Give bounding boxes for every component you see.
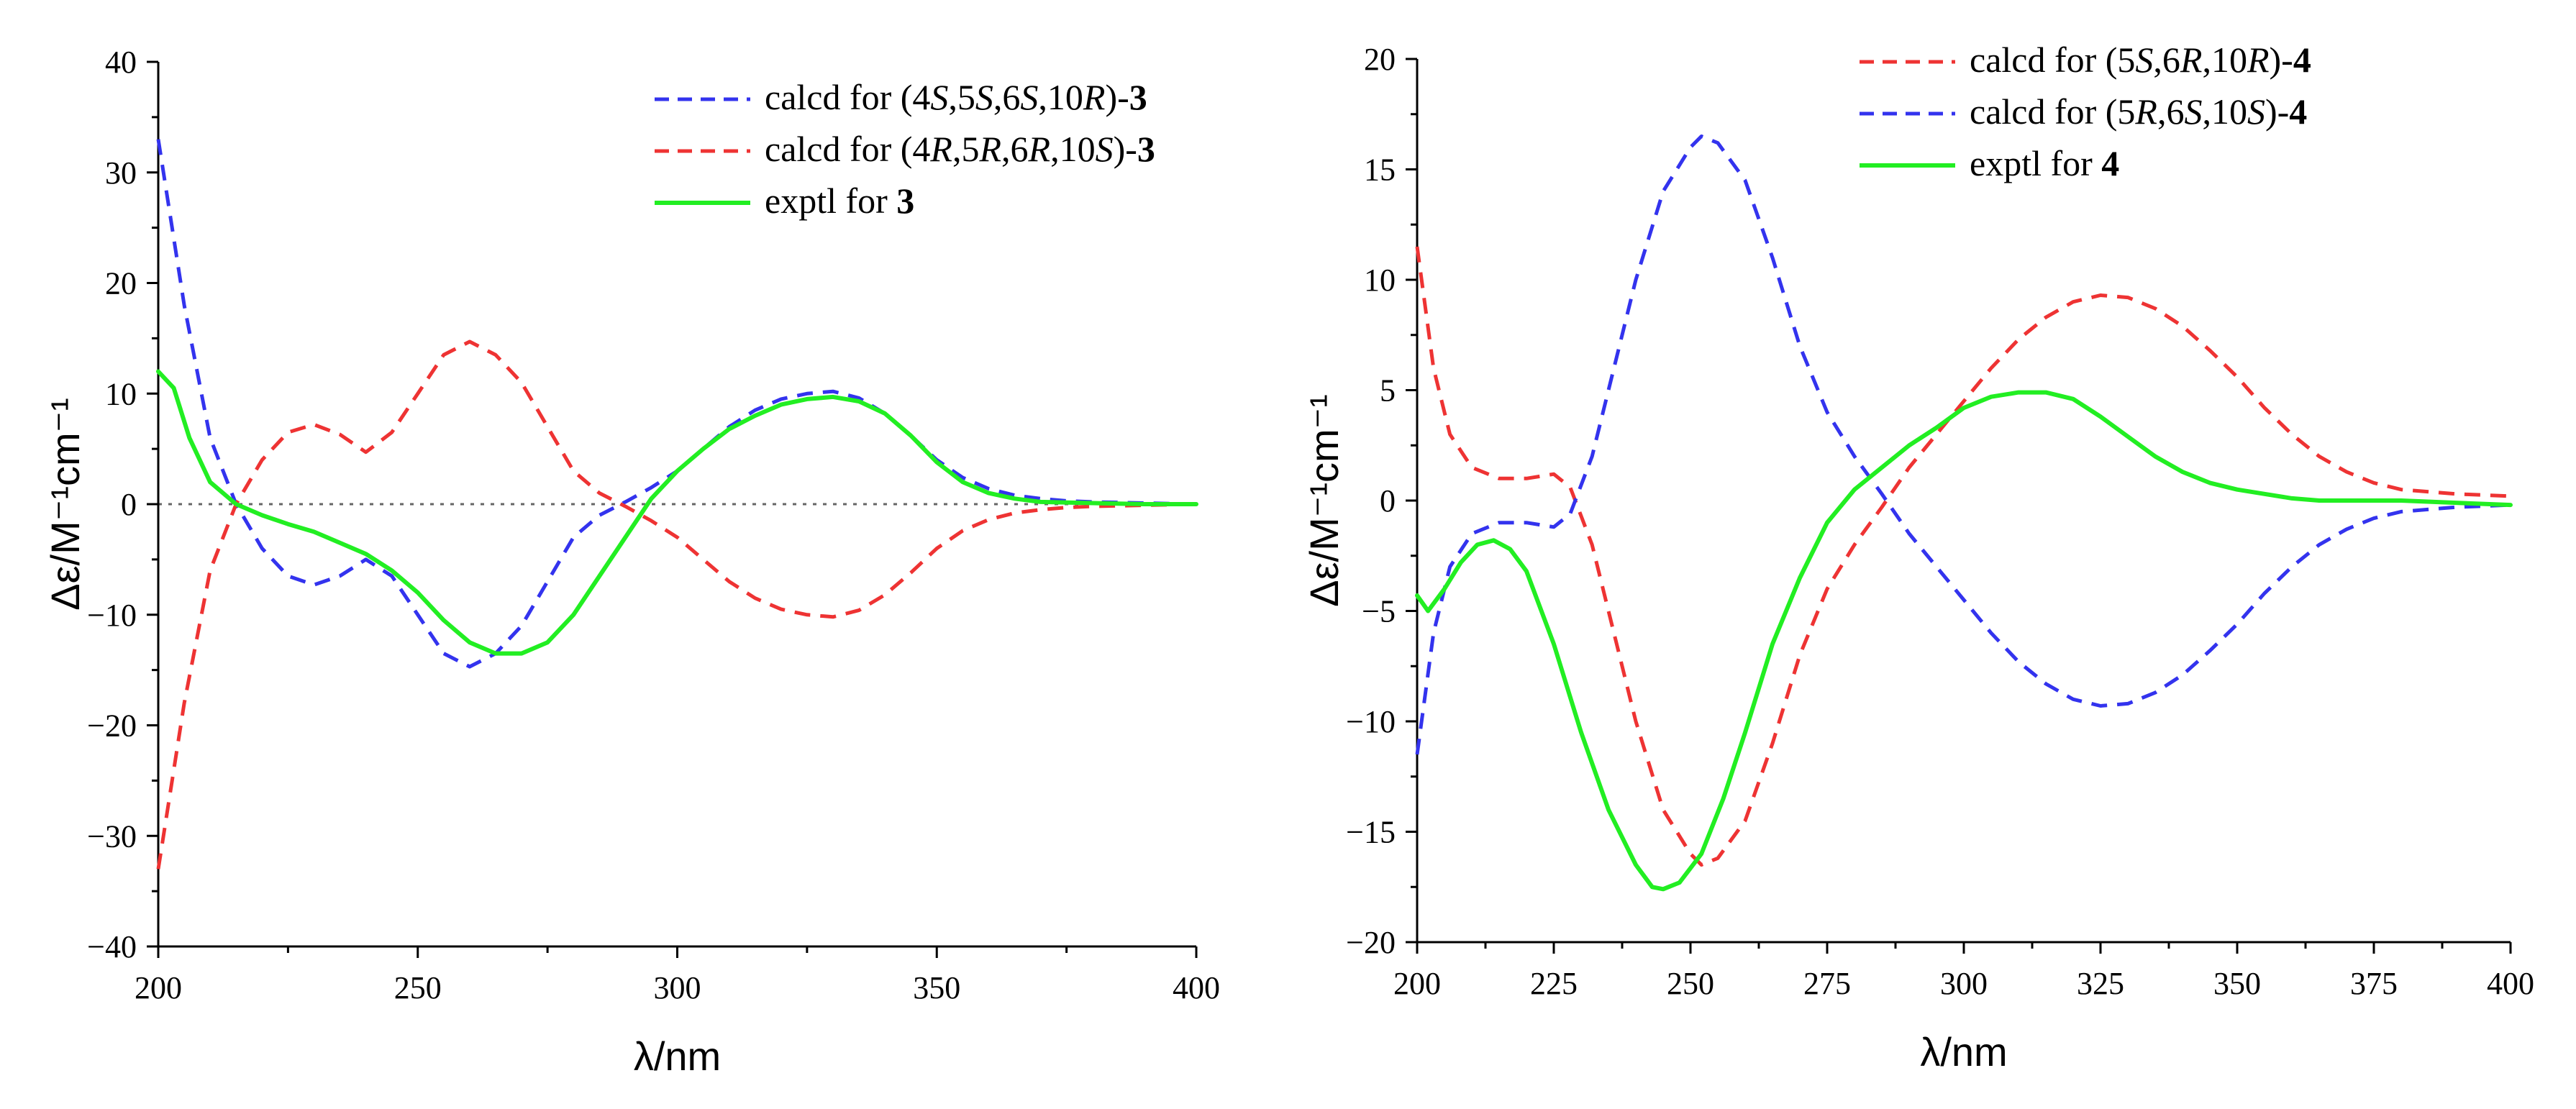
y-tick-label: −20: [87, 708, 137, 744]
series-line-2: [156, 339, 1197, 870]
x-tick-label: 400: [2487, 966, 2534, 1001]
y-tick-label: −15: [1346, 815, 1396, 850]
x-tick-label: 375: [2350, 966, 2398, 1001]
series-line-1: [1415, 246, 2511, 867]
x-tick-label: 250: [1667, 966, 1714, 1001]
y-tick-label: 5: [1380, 373, 1396, 409]
x-tick-label: 400: [1173, 970, 1220, 1005]
legend-label-part: 3: [1129, 77, 1147, 117]
x-tick-label: 300: [654, 970, 701, 1005]
legend-label-part: calcd for (4: [765, 77, 930, 117]
legend-label-part: ,10: [2202, 91, 2247, 132]
y-tick-label: 15: [1364, 152, 1396, 188]
legend-label-part: )-: [1114, 129, 1137, 169]
y-tick-label: 40: [105, 45, 137, 80]
legend-label-part: ,5: [952, 129, 980, 169]
left-chart: −40 −30 −20 −10 0 10 20 30 40 200 250 300 350 400 λ/nm…: [42, 45, 1220, 1079]
legend-label-part: R: [978, 129, 1001, 169]
x-tick-label: 225: [1530, 966, 1578, 1001]
legend-label-part: ,6: [2157, 91, 2185, 132]
legend-label-part: S: [930, 77, 948, 117]
x-tick-label: 325: [2077, 966, 2124, 1001]
x-tick-label: 250: [394, 970, 442, 1005]
legend-label-part: 4: [2289, 91, 2307, 132]
x-tick-label: 200: [1393, 966, 1441, 1001]
legend-label-part: )-: [2265, 91, 2289, 132]
legend-label-2: calcd for (4R,5R,6R,10S)-3: [765, 129, 1155, 169]
x-axis-title: λ/nm: [634, 1033, 721, 1079]
legend-label-part: ,6: [2153, 40, 2180, 80]
series-line-3: [156, 369, 1198, 656]
legend-label-part: calcd for (5: [1970, 40, 2135, 80]
x-tick-label: 350: [2213, 966, 2261, 1001]
y-tick-label: 10: [105, 376, 137, 411]
legend-label-part: ,10: [2202, 40, 2247, 80]
legend-label-part: ,10: [1038, 77, 1083, 117]
legend-label-part: exptl for: [765, 181, 896, 221]
y-axis-title: Δε/M⁻¹cm⁻¹: [1301, 394, 1347, 607]
legend-label-part: exptl for: [1970, 143, 2101, 183]
y-tick-label: −10: [1346, 704, 1396, 739]
legend-label-part: calcd for (4: [765, 129, 930, 169]
y-tick-label: 0: [121, 487, 137, 522]
legend-label-part: S: [975, 77, 993, 117]
right-chart: −20 −15 −10 −5 0 5 10 15 20 200 225 250 275 300 325 350…: [1301, 40, 2534, 1074]
y-tick-label: 20: [105, 266, 137, 301]
y-tick-label: −20: [1346, 925, 1396, 960]
x-tick-label: 200: [135, 970, 182, 1005]
legend-label-part: S: [1096, 129, 1114, 169]
legend-label-3: exptl for 4: [1970, 143, 2119, 183]
legend-label-part: 4: [2101, 143, 2119, 183]
legend-label-part: S: [1020, 77, 1038, 117]
x-tick-label: 300: [1940, 966, 1988, 1001]
legend-label-part: S: [2247, 91, 2265, 132]
legend-label-part: )-: [2270, 40, 2293, 80]
legend-label-1: calcd for (5S,6R,10R)-4: [1970, 40, 2311, 80]
y-tick-label: 30: [105, 155, 137, 191]
legend-label-part: R: [2247, 40, 2270, 80]
y-axis-title: Δε/M⁻¹cm⁻¹: [42, 398, 88, 611]
legend-label-part: calcd for (5: [1970, 91, 2135, 132]
x-axis-title: λ/nm: [1920, 1029, 2007, 1074]
legend-label-part: R: [2134, 91, 2157, 132]
legend-label-part: S: [2184, 91, 2202, 132]
x-tick-label: 350: [913, 970, 960, 1005]
y-tick-label: −5: [1362, 594, 1396, 629]
y-tick-label: 10: [1364, 263, 1396, 298]
legend-label-1: calcd for (4S,5S,6S,10R)-3: [765, 77, 1147, 117]
series-line-2: [1415, 134, 2511, 755]
legend-label-part: ,10: [1050, 129, 1096, 169]
legend-label-part: 4: [2293, 40, 2311, 80]
series-line-1: [156, 139, 1197, 669]
legend-label-2: calcd for (5R,6S,10S)-4: [1970, 91, 2307, 132]
legend-label-part: 3: [1137, 129, 1155, 169]
y-tick-label: 0: [1380, 483, 1396, 519]
legend-label-part: R: [2180, 40, 2203, 80]
legend-label-part: ,5: [948, 77, 975, 117]
legend-label-3: exptl for 3: [765, 181, 914, 221]
legend-label-part: 3: [896, 181, 914, 221]
legend-label-part: R: [1028, 129, 1051, 169]
y-tick-label: −30: [87, 818, 137, 854]
legend-label-part: R: [929, 129, 952, 169]
series-line-3: [1415, 390, 2513, 892]
x-tick-label: 275: [1803, 966, 1851, 1001]
y-tick-label: −40: [87, 929, 137, 964]
legend-label-part: S: [2135, 40, 2153, 80]
legend-label-part: )-: [1105, 77, 1129, 117]
y-tick-label: −10: [87, 598, 137, 633]
legend-label-part: R: [1083, 77, 1106, 117]
y-tick-label: 20: [1364, 42, 1396, 77]
legend-label-part: ,6: [993, 77, 1021, 117]
legend-label-part: ,6: [1001, 129, 1029, 169]
